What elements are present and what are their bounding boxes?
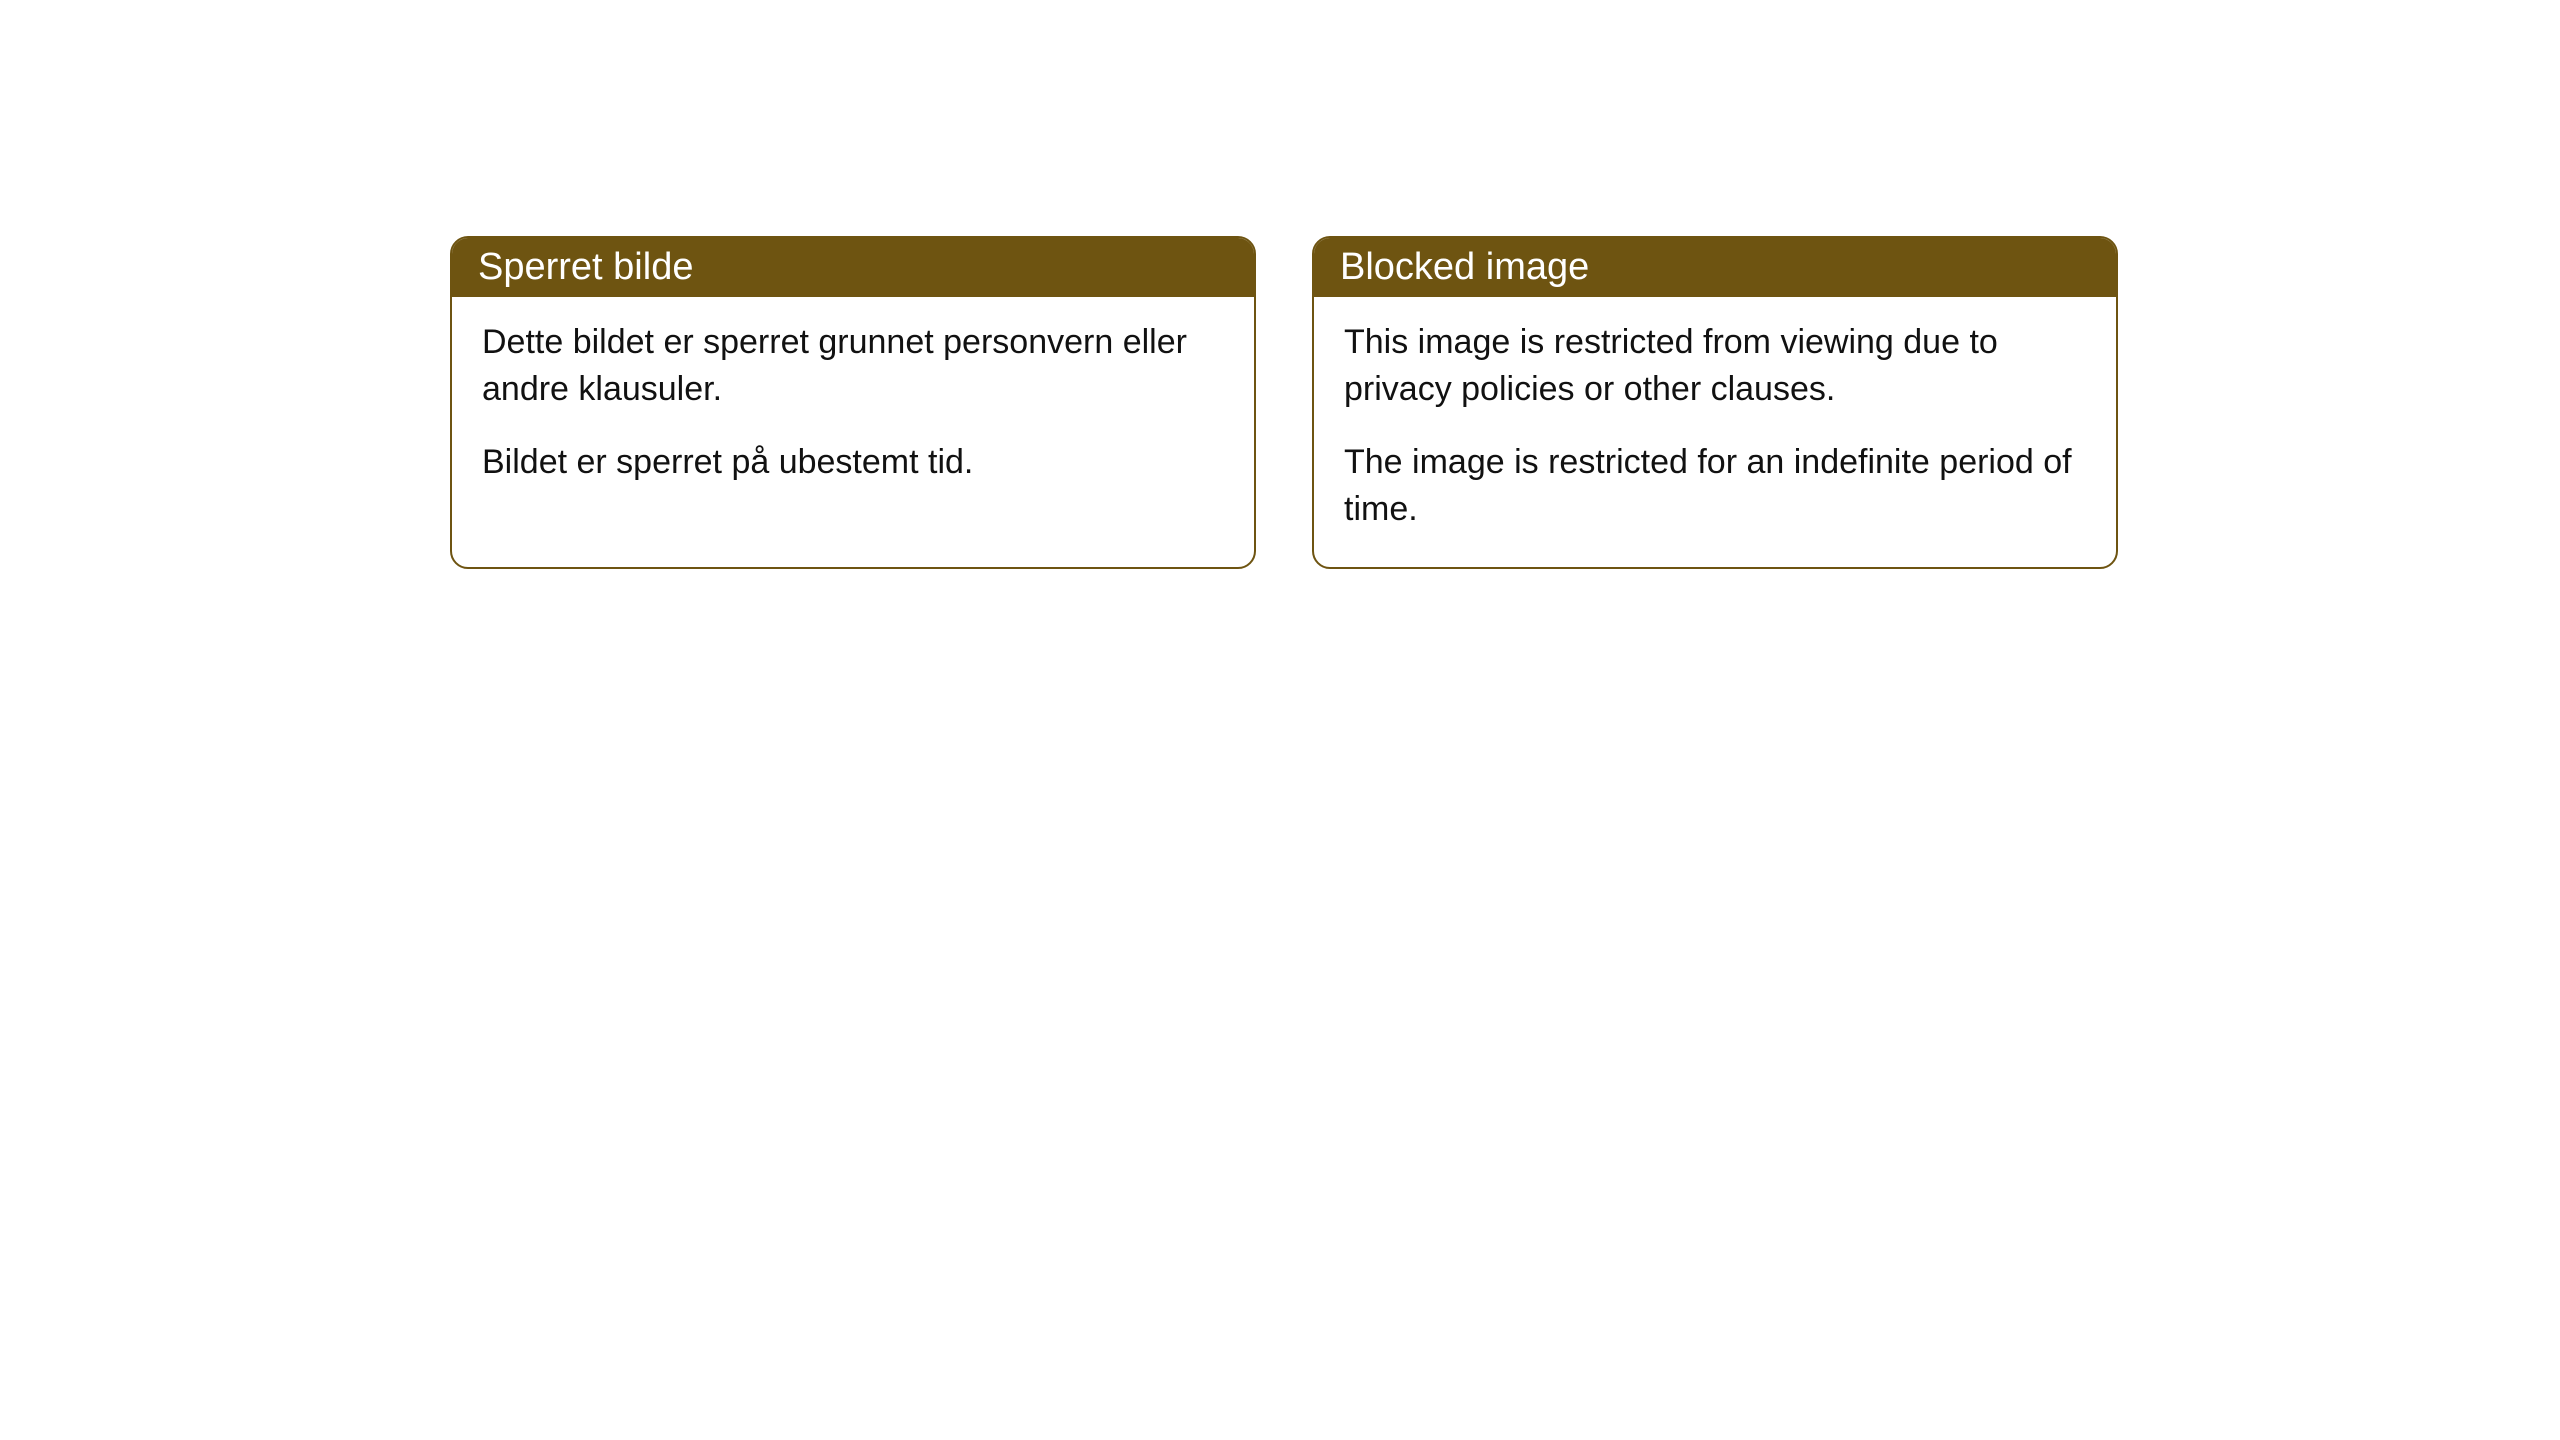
notice-paragraph-1-english: This image is restricted from viewing du… [1344,319,2086,413]
notice-header-english: Blocked image [1314,238,2116,297]
notice-body-norwegian: Dette bildet er sperret grunnet personve… [452,297,1254,520]
notice-title-norwegian: Sperret bilde [478,246,693,288]
notice-box-norwegian: Sperret bilde Dette bildet er sperret gr… [450,236,1256,569]
notice-body-english: This image is restricted from viewing du… [1314,297,2116,567]
notice-title-english: Blocked image [1340,246,1589,288]
notice-paragraph-2-english: The image is restricted for an indefinit… [1344,439,2086,533]
notice-paragraph-1-norwegian: Dette bildet er sperret grunnet personve… [482,319,1224,413]
notice-header-norwegian: Sperret bilde [452,238,1254,297]
notice-box-english: Blocked image This image is restricted f… [1312,236,2118,569]
notices-container: Sperret bilde Dette bildet er sperret gr… [450,236,2118,569]
notice-paragraph-2-norwegian: Bildet er sperret på ubestemt tid. [482,439,1224,486]
